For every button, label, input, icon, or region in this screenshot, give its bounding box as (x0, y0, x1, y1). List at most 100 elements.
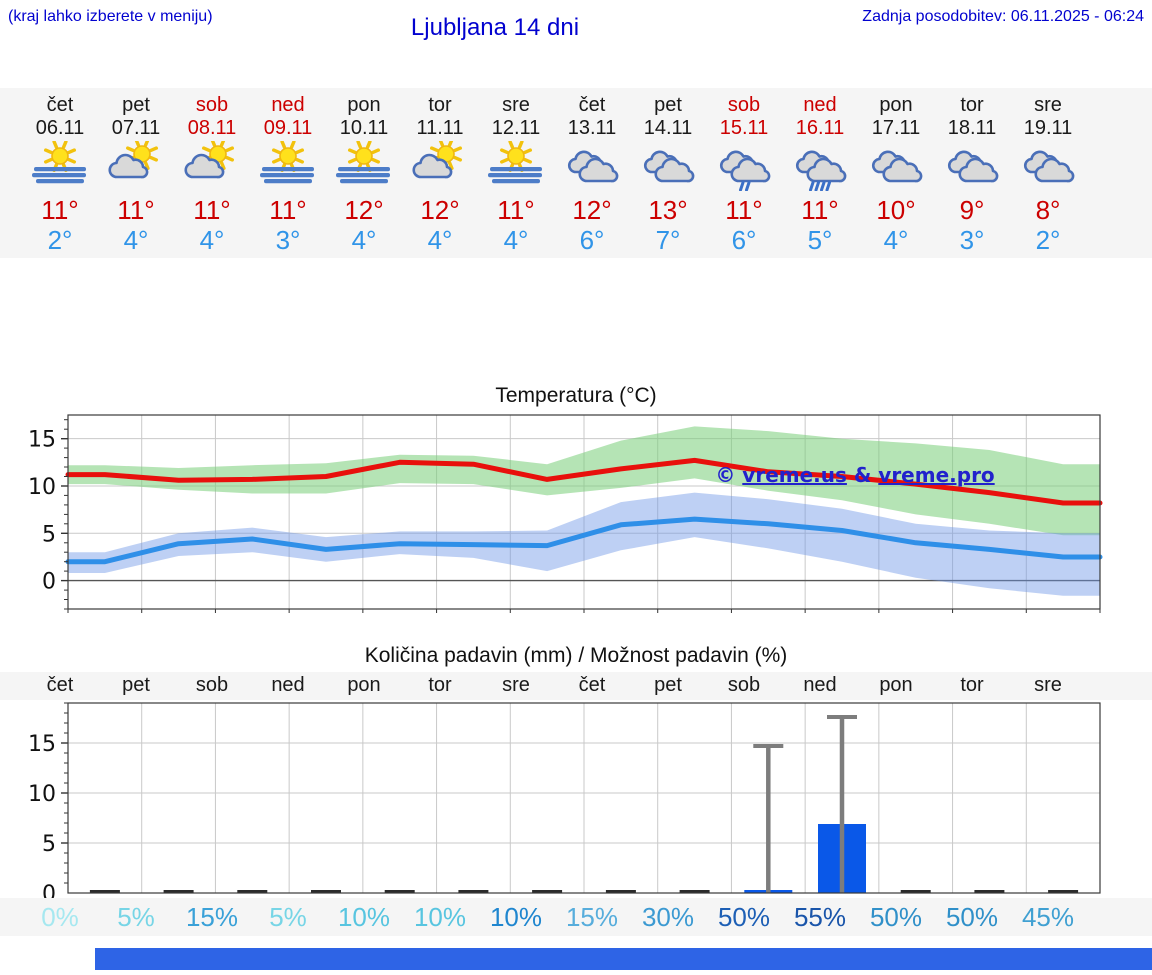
precip-day-labels-row: čet pet sob ned pon tor sre čet pet sob ned pon tor s… (0, 672, 1152, 700)
min-temperature: 2° (47, 225, 73, 255)
cloudy-icon (554, 141, 630, 193)
precip-probability: 10% (413, 902, 467, 932)
page-header: (kraj lahko izberete v meniju) Ljubljana… (0, 0, 1152, 60)
forecast-day-13.11: čet 13.11 12° 6° (554, 94, 630, 258)
precip-probability: 10% (489, 902, 543, 932)
forecast-day-09.11: ned 09.11 11° 3° (250, 94, 326, 258)
day-name: pon (879, 94, 913, 116)
rain-light-icon (706, 141, 782, 193)
max-temperature: 11° (725, 195, 763, 225)
precip-probability: 50% (945, 902, 999, 932)
sun-cloud-icon (98, 138, 174, 193)
svg-text:© vreme.us & vreme.pro: © vreme.us & vreme.pro (715, 463, 994, 487)
svg-text:15: 15 (28, 732, 56, 757)
footer-bar (95, 948, 1152, 970)
max-temperature: 9° (959, 195, 985, 225)
precip-day-label: pet (654, 674, 682, 696)
place-hint: (kraj lahko izberete v meniju) (8, 8, 213, 25)
forecast-day-08.11: sob 08.11 11° 4° (174, 94, 250, 258)
day-date: 09.11 (263, 117, 313, 139)
forecast-day-06.11: čet 06.11 11° 2° (22, 94, 98, 258)
cloudy-icon (1010, 141, 1086, 193)
sun-cloud-icon (174, 138, 250, 193)
day-date: 07.11 (111, 117, 161, 139)
day-date: 15.11 (719, 117, 769, 139)
precip-probability: 55% (793, 902, 847, 932)
precip-probability: 50% (869, 902, 923, 932)
day-date: 19.11 (1023, 117, 1073, 139)
forecast-day-10.11: pon 10.11 12° 4° (326, 94, 402, 258)
forecast-day-11.11: tor 11.11 12° 4° (402, 94, 478, 258)
max-temperature: 8° (1035, 195, 1061, 225)
day-name: čet (46, 94, 74, 116)
day-name: sre (502, 94, 530, 116)
day-date: 13.11 (567, 117, 617, 139)
max-temperature: 11° (193, 195, 231, 225)
cloudy-icon (630, 141, 706, 193)
precip-probability: 10% (337, 902, 391, 932)
day-date: 08.11 (187, 117, 237, 139)
max-temperature: 11° (117, 195, 155, 225)
svg-text:10: 10 (28, 475, 56, 500)
precip-day-label: sre (1034, 674, 1062, 696)
min-temperature: 4° (123, 225, 149, 255)
day-name: tor (960, 94, 984, 116)
svg-text:0: 0 (42, 570, 56, 595)
max-temperature: 12° (420, 195, 460, 225)
rain-icon (782, 141, 858, 193)
day-date: 11.11 (416, 117, 464, 139)
precip-chart-title: Količina padavin (mm) / Možnost padavin … (364, 644, 788, 667)
svg-text:5: 5 (42, 522, 56, 547)
day-name: tor (428, 94, 452, 116)
max-temperature: 11° (497, 195, 535, 225)
temperature-chart-block: Temperatura (°C) 0 5 10 15 © vreme.us & vrem… (0, 384, 1152, 614)
min-temperature: 4° (503, 225, 529, 255)
sun-fog-icon (22, 139, 98, 193)
max-temperature: 12° (572, 195, 612, 225)
min-temperature: 4° (427, 225, 453, 255)
precip-day-label: sob (727, 674, 761, 696)
precip-day-label: pet (122, 674, 150, 696)
day-name: pon (347, 94, 381, 116)
day-name: pet (122, 94, 150, 116)
min-temperature: 4° (199, 225, 225, 255)
forecast-day-12.11: sre 12.11 11° 4° (478, 94, 554, 258)
precipitation-chart: 0 5 10 15 (28, 702, 1101, 898)
sun-fog-icon (250, 139, 326, 193)
day-name: ned (271, 94, 305, 116)
forecast-day-07.11: pet 07.11 11° 4° (98, 94, 174, 258)
precip-day-label: sob (195, 674, 229, 696)
precip-day-label: čet (578, 674, 606, 696)
temp-chart-title: Temperatura (°C) (495, 384, 657, 407)
day-date: 06.11 (35, 117, 85, 139)
day-name: čet (578, 94, 606, 116)
min-temperature: 3° (959, 225, 985, 255)
sun-fog-icon (326, 139, 402, 193)
day-date: 10.11 (339, 117, 389, 139)
cloudy-icon (934, 141, 1010, 193)
precip-probability: 30% (641, 902, 695, 932)
day-date: 12.11 (491, 117, 541, 139)
precip-day-label: tor (428, 674, 452, 696)
day-name: sre (1034, 94, 1062, 116)
day-date: 17.11 (871, 117, 921, 139)
svg-text:10: 10 (28, 782, 56, 807)
sun-fog-icon (478, 139, 554, 193)
min-temperature: 6° (579, 225, 605, 255)
forecast-day-14.11: pet 14.11 13° 7° (630, 94, 706, 258)
forecast-day-18.11: tor 18.11 9° 3° (934, 94, 1010, 258)
max-temperature: 10° (876, 195, 916, 225)
precip-probability: 45% (1021, 902, 1075, 932)
min-temperature: 3° (275, 225, 301, 255)
min-temperature: 6° (731, 225, 757, 255)
forecast-strip: čet 06.11 11° 2° pet 07.11 11° 4° sob 08.11 11° 4° n… (0, 88, 1152, 258)
max-temperature: 11° (269, 195, 307, 225)
precip-probability: 5% (269, 902, 307, 932)
page-title: Ljubljana 14 dni (410, 14, 580, 41)
precip-probability: 15% (565, 902, 619, 932)
forecast-day-16.11: ned 16.11 11° 5° (782, 94, 858, 258)
cloudy-icon (858, 141, 934, 193)
temperature-chart: 0 5 10 15 © vreme.us & vreme.pro (28, 414, 1103, 613)
svg-text:0: 0 (42, 882, 56, 898)
precip-probability: 15% (185, 902, 239, 932)
